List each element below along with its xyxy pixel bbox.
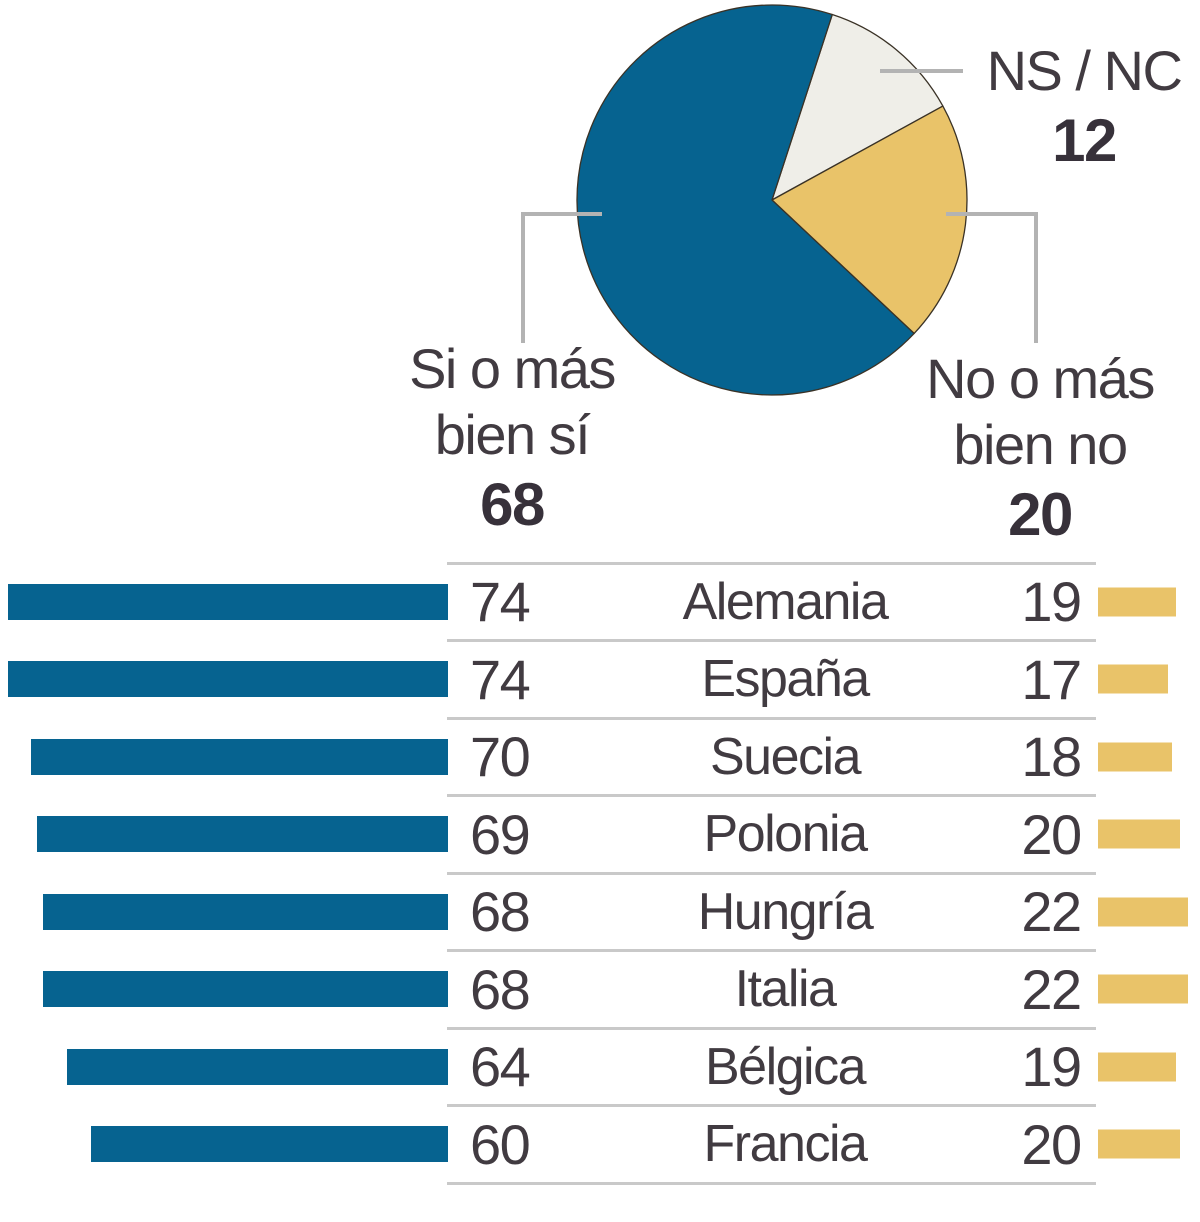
si-bar — [8, 661, 448, 698]
table-row-espa-a: 74 España 17 — [0, 641, 1200, 719]
row-divider — [447, 949, 1096, 952]
si-leader-line — [521, 212, 602, 343]
country-name: España — [701, 650, 870, 709]
table-row-polonia: 69 Polonia 20 — [0, 796, 1200, 874]
pie-slice-si-o-m-s-bien-s — [576, 4, 915, 396]
row-divider — [447, 561, 1096, 565]
pie-label-si-line1: Si o más — [409, 337, 616, 400]
no-bar — [1098, 587, 1176, 617]
pie-label-si-line2: bien sí — [434, 403, 591, 466]
si-bar — [8, 583, 448, 620]
table-row-italia: 68 Italia 22 — [0, 951, 1200, 1029]
table-row-francia: 60 Francia 20 — [0, 1106, 1200, 1184]
pie-slices — [576, 4, 968, 396]
si-value: 60 — [470, 1112, 531, 1176]
si-value: 64 — [470, 1035, 531, 1099]
si-bar — [43, 971, 448, 1008]
si-bar — [43, 893, 448, 930]
country-name: Hungría — [697, 882, 874, 941]
pie-label-no-line1: No o más — [926, 347, 1155, 410]
no-leader-line — [946, 212, 1038, 343]
row-divider — [447, 1104, 1096, 1107]
pie-value-no: 20 — [1008, 481, 1073, 548]
no-bar — [1098, 974, 1188, 1004]
pie-label-ns-line1: NS / NC — [986, 39, 1183, 102]
no-value: 22 — [1021, 880, 1082, 944]
no-value: 19 — [1021, 570, 1082, 634]
row-divider — [447, 639, 1096, 642]
si-value: 74 — [470, 570, 531, 634]
no-bar — [1098, 1129, 1180, 1159]
no-bar — [1098, 819, 1180, 849]
pie-slice-ns-nc — [771, 13, 944, 201]
table-row-b-lgica: 64 Bélgica 19 — [0, 1028, 1200, 1106]
pie-value-ns: 12 — [1052, 107, 1117, 174]
country-name: Francia — [703, 1115, 868, 1174]
no-value: 20 — [1021, 1112, 1082, 1176]
row-divider — [447, 871, 1096, 875]
no-value: 18 — [1021, 725, 1082, 789]
pie-slice-no-o-m-s-bien-no — [771, 105, 968, 335]
pie-label-si: Si o más bien sí 68 — [312, 336, 712, 538]
si-value: 68 — [470, 880, 531, 944]
si-value: 69 — [470, 802, 531, 866]
country-name: Suecia — [710, 727, 862, 786]
row-divider — [447, 1026, 1096, 1030]
no-bar — [1098, 1052, 1176, 1082]
row-divider — [447, 1181, 1096, 1185]
pie-value-si: 68 — [480, 471, 545, 538]
country-name: Polonia — [703, 805, 868, 864]
country-name: Italia — [734, 960, 837, 1019]
no-bar — [1098, 664, 1168, 694]
pie-label-no-line2: bien no — [953, 413, 1128, 476]
pie-label-ns-nc: NS / NC 12 — [959, 38, 1200, 174]
table-row-hungr-a: 68 Hungría 22 — [0, 873, 1200, 951]
no-value: 20 — [1021, 802, 1082, 866]
country-name: Alemania — [682, 572, 889, 631]
si-value: 70 — [470, 725, 531, 789]
pie-label-no: No o más bien no 20 — [840, 346, 1200, 548]
si-bar — [91, 1126, 448, 1163]
si-value: 68 — [470, 957, 531, 1021]
no-bar — [1098, 742, 1172, 772]
no-value: 19 — [1021, 1035, 1082, 1099]
pie-chart — [521, 4, 1038, 396]
no-value: 22 — [1021, 957, 1082, 1021]
row-divider — [447, 794, 1096, 797]
no-value: 17 — [1021, 647, 1082, 711]
si-bar — [67, 1048, 448, 1085]
table-row-suecia: 70 Suecia 18 — [0, 718, 1200, 796]
no-bar — [1098, 897, 1188, 927]
si-bar — [37, 816, 448, 853]
row-divider — [447, 716, 1096, 720]
country-name: Bélgica — [704, 1037, 867, 1096]
si-value: 74 — [470, 647, 531, 711]
si-bar — [31, 738, 448, 775]
table-row-alemania: 74 Alemania 19 — [0, 563, 1200, 641]
